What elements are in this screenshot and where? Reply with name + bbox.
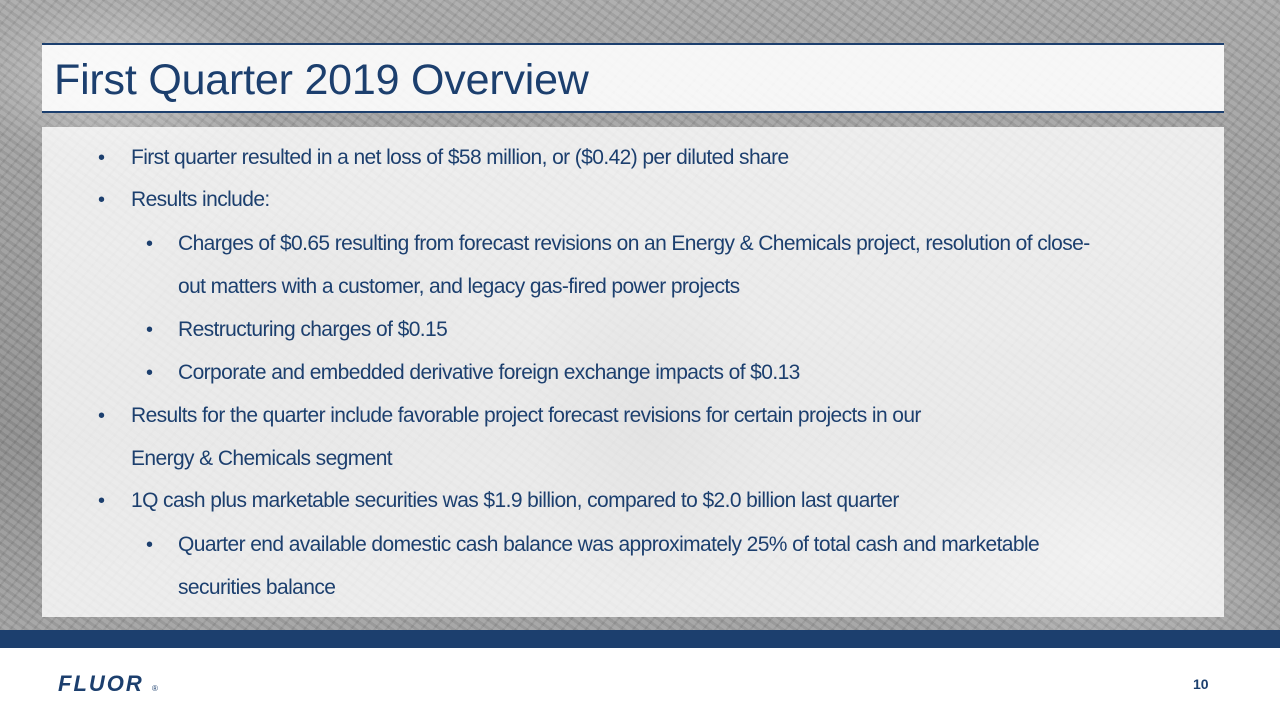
sub-bullet-marker: •	[146, 233, 154, 255]
bullet-marker: •	[98, 189, 106, 211]
registered-mark: ®	[152, 684, 158, 693]
content-panel: • First quarter resulted in a net loss o…	[42, 127, 1224, 617]
title-band: First Quarter 2019 Overview	[42, 43, 1224, 113]
fluor-logo: FLUOR	[58, 671, 144, 696]
sub-bullet-marker: •	[146, 319, 154, 341]
page-title: First Quarter 2019 Overview	[54, 56, 589, 104]
bullet-marker: •	[98, 490, 106, 512]
page-number: 10	[1193, 676, 1209, 692]
bullet-item: Results for the quarter include favorabl…	[131, 404, 921, 427]
bullet-item-continuation: Energy & Chemicals segment	[131, 447, 393, 470]
sub-bullet-item: Charges of $0.65 resulting from forecast…	[178, 232, 1090, 255]
bullet-marker: •	[98, 147, 106, 169]
bullet-item: First quarter resulted in a net loss of …	[131, 146, 789, 169]
bullet-item: 1Q cash plus marketable securities was $…	[131, 489, 899, 512]
sub-bullet-marker: •	[146, 534, 154, 556]
footer-bar	[0, 630, 1280, 648]
sub-bullet-item-continuation: out matters with a customer, and legacy …	[178, 275, 740, 298]
bullet-item: Results include:	[131, 188, 270, 211]
sub-bullet-item: Corporate and embedded derivative foreig…	[178, 361, 800, 384]
sub-bullet-marker: •	[146, 362, 154, 384]
sub-bullet-item: Quarter end available domestic cash bala…	[178, 533, 1040, 556]
sub-bullet-item-continuation: securities balance	[178, 576, 336, 599]
bullet-marker: •	[98, 405, 106, 427]
sub-bullet-item: Restructuring charges of $0.15	[178, 318, 448, 341]
